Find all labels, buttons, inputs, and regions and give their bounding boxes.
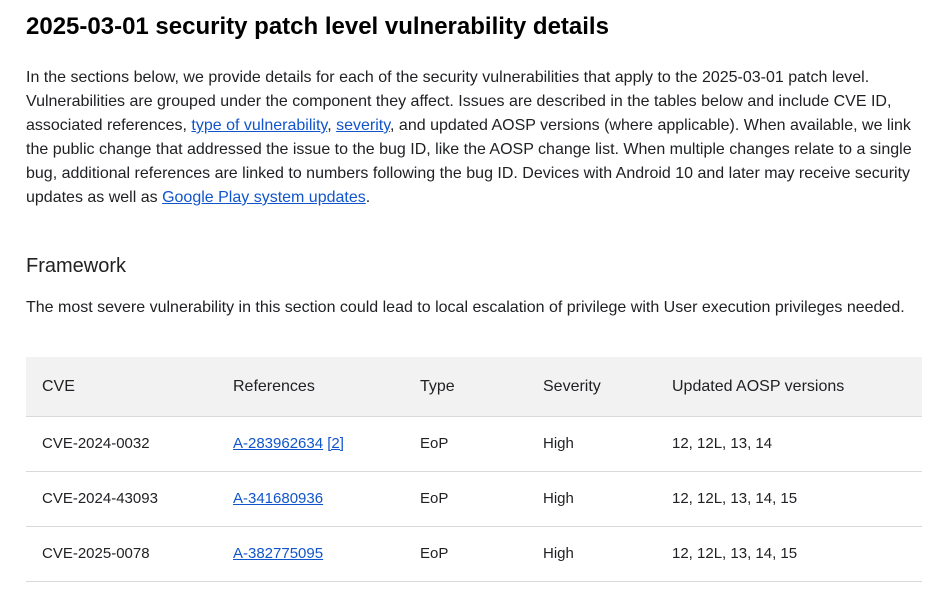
vulnerability-table-body: CVE-2024-0032 A-283962634 [2] EoP High 12, 1… (26, 416, 922, 582)
versions-cell: 12, 12L, 13, 14, 15 (656, 526, 922, 582)
type-of-vulnerability-link[interactable]: type of vulnerability (191, 117, 328, 134)
framework-section-heading: Framework (26, 255, 127, 277)
references-cell: A-341680936 (217, 471, 404, 527)
severity-cell: High (527, 526, 656, 582)
table-row: CVE-2024-0032 A-283962634 [2] EoP High 12, 1… (26, 416, 922, 472)
table-row: CVE-2025-0078 A-382775095 EoP High 12, 12L, … (26, 526, 922, 582)
versions-cell: 12, 12L, 13, 14 (656, 416, 922, 472)
type-cell: EoP (404, 526, 527, 582)
page-title: 2025-03-01 security patch level vulnerab… (26, 13, 609, 40)
cve-cell: CVE-2025-0078 (26, 526, 217, 582)
intro-separator: , (327, 117, 337, 134)
severity-cell: High (527, 471, 656, 527)
cve-cell: CVE-2024-0032 (26, 416, 217, 472)
column-header-severity: Severity (527, 357, 656, 417)
table-row: CVE-2024-43093 A-341680936 EoP High 12, 12L,… (26, 471, 922, 527)
header-row: CVE References Type Severity Updated AOS… (26, 357, 922, 417)
column-header-type: Type (404, 357, 527, 417)
column-header-references: References (217, 357, 404, 417)
type-cell: EoP (404, 471, 527, 527)
references-cell: A-283962634 [2] (217, 416, 404, 472)
intro-text-3: . (365, 189, 371, 206)
column-header-updated-aosp-versions: Updated AOSP versions (656, 357, 922, 417)
intro-text-2: , and updated AOSP versions (where appli… (26, 117, 912, 206)
google-play-system-updates-link[interactable]: Google Play system updates (162, 189, 366, 206)
cve-cell: CVE-2024-43093 (26, 471, 217, 527)
reference-link[interactable]: A-382775095 (233, 545, 324, 562)
page-content: 2025-03-01 security patch level vulnerab… (26, 12, 922, 582)
intro-text-1: In the sections below, we provide detail… (26, 69, 892, 134)
severity-cell: High (527, 416, 656, 472)
vulnerability-table-header: CVE References Type Severity Updated AOS… (26, 357, 922, 417)
versions-cell: 12, 12L, 13, 14, 15 (656, 471, 922, 527)
intro-paragraph: In the sections below, we provide detail… (26, 66, 922, 210)
column-header-cve: CVE (26, 357, 217, 417)
reference-link[interactable]: A-283962634 (233, 435, 324, 452)
type-cell: EoP (404, 416, 527, 472)
severity-link[interactable]: severity (336, 117, 391, 134)
reference-link[interactable]: A-341680936 (233, 490, 324, 507)
references-cell: A-382775095 (217, 526, 404, 582)
vulnerability-table: CVE References Type Severity Updated AOS… (26, 357, 922, 582)
reference-link[interactable]: [2] (327, 435, 344, 452)
framework-section-description: The most severe vulnerability in this se… (26, 299, 905, 316)
